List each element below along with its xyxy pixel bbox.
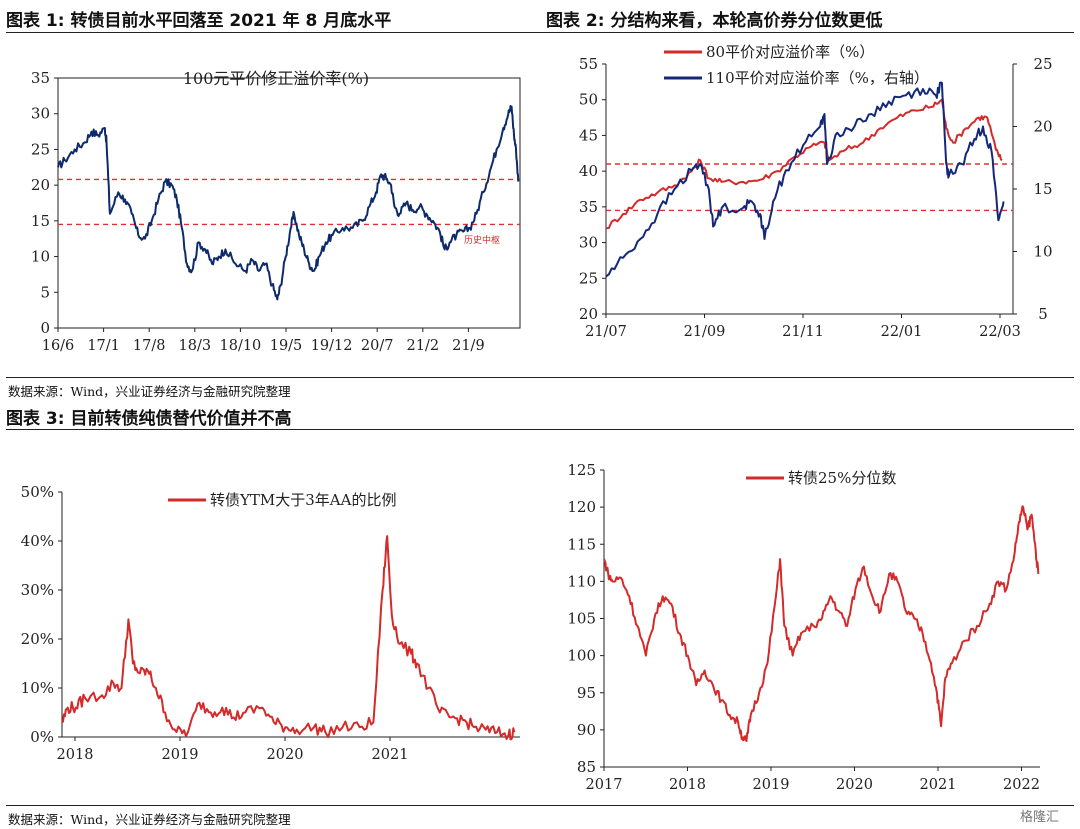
- x-tick-label: 2018: [57, 747, 94, 763]
- y2-tick-label: 15: [1033, 180, 1052, 198]
- y2-tick-label: 5: [1038, 305, 1048, 323]
- y-tick-label: 30: [31, 105, 50, 123]
- y-tick-label: 50: [579, 91, 598, 109]
- y-tick-label: 35: [579, 198, 598, 216]
- x-tick-label: 2019: [162, 747, 199, 763]
- y-tick-label: 115: [567, 535, 596, 553]
- y-tick-label: 110: [567, 572, 596, 590]
- y2-tick-label: 20: [1033, 118, 1052, 136]
- y-tick-label: 0: [40, 319, 50, 337]
- y-tick-label: 105: [567, 610, 596, 628]
- x-tick-label: 21/2: [407, 338, 440, 354]
- figure-3-heading: 图表 3: 目前转债纯债替代价值并不高: [6, 409, 292, 429]
- x-tick-label: 2017: [586, 777, 623, 793]
- x-tick-label: 2020: [836, 777, 873, 793]
- x-tick-label: 18/10: [220, 338, 262, 354]
- y-tick-label: 85: [577, 758, 596, 776]
- x-tick-label: 2019: [753, 777, 790, 793]
- annotation-label: 历史中枢: [464, 234, 500, 246]
- chart-4-quantile: 85 90 95 100 105 110 115 120 125 2017 2018 2019 2020…: [567, 461, 1040, 793]
- top-header-rule: [6, 32, 1074, 33]
- x-tick-label: 16/6: [42, 338, 75, 354]
- y2-tick-label: 10: [1033, 243, 1052, 261]
- x-tick-label: 21/09: [684, 324, 726, 340]
- x-tick-label: 2021: [920, 777, 957, 793]
- chart-title: 100元平价修正溢价率(%): [183, 69, 369, 88]
- series-line-1: [61, 535, 516, 741]
- y-tick-label: 10%: [21, 679, 54, 697]
- series-line-1: [57, 105, 520, 301]
- y-tick-label: 20%: [21, 630, 54, 648]
- figure-1-heading: 图表 1: 转债目前水平回落至 2021 年 8 月底水平: [6, 11, 392, 31]
- y-tick-label: 20: [31, 176, 50, 194]
- middle-header-rule: [6, 429, 1074, 430]
- y-tick-label: 50%: [21, 483, 54, 501]
- x-tick-label: 19/12: [311, 338, 353, 354]
- y-tick-label: 25: [579, 269, 598, 287]
- plot-frame: [57, 77, 521, 329]
- y-tick-label: 100: [567, 647, 596, 665]
- x-tick-label: 2018: [669, 777, 706, 793]
- x-tick-label: 21/11: [782, 324, 824, 340]
- watermark-logo: 格隆汇: [1020, 810, 1060, 825]
- y-tick-label: 120: [567, 498, 596, 516]
- y-tick-label: 15: [31, 212, 50, 230]
- y-tick-label: 0%: [30, 728, 54, 746]
- y-tick-label: 95: [577, 684, 596, 702]
- top-data-source: 数据来源：Wind，兴业证券经济与金融研究院整理: [8, 384, 291, 399]
- x-tick-label: 2021: [372, 747, 409, 763]
- x-tick-label: 18/3: [179, 338, 212, 354]
- x-tick-label: 17/8: [133, 338, 166, 354]
- y2-tick-label: 25: [1033, 55, 1052, 73]
- figure-2-heading: 图表 2: 分结构来看，本轮高价券分位数更低: [546, 11, 883, 31]
- x-tick-label: 21/9: [452, 338, 485, 354]
- y-tick-label: 55: [579, 55, 598, 73]
- x-tick-label: 2022: [1003, 777, 1040, 793]
- x-tick-label: 21/07: [585, 324, 627, 340]
- y-tick-label: 30%: [21, 581, 54, 599]
- y-tick-label: 125: [567, 461, 596, 479]
- bottom-data-source: 数据来源：Wind，兴业证券经济与金融研究院整理: [8, 812, 291, 827]
- y-tick-label: 40: [579, 162, 598, 180]
- x-tick-label: 17/1: [87, 338, 120, 354]
- x-tick-label: 22/03: [979, 324, 1021, 340]
- x-tick-label: 2020: [267, 747, 304, 763]
- y-tick-label: 45: [579, 126, 598, 144]
- bottom-source-rule: [6, 805, 1074, 806]
- y-tick-label: 20: [579, 305, 598, 323]
- x-tick-label: 20/7: [361, 338, 394, 354]
- y-tick-label: 90: [577, 721, 596, 739]
- legend-label: 转债YTM大于3年AA的比例: [210, 491, 396, 509]
- chart-3-ytm-ratio: 0% 10% 20% 30% 40% 50% 2018 2019 2020 2021 转债YTM大于…: [21, 483, 520, 763]
- legend-label-1: 80平价对应溢价率（%）: [706, 43, 874, 61]
- y-tick-label: 25: [31, 140, 50, 158]
- series-line-2: [605, 81, 1005, 278]
- series-line-1: [603, 505, 1040, 742]
- legend-label-2: 110平价对应溢价率（%，右轴）: [706, 69, 929, 87]
- y-tick-label: 5: [40, 283, 50, 301]
- x-tick-label: 22/01: [881, 324, 923, 340]
- y-tick-label: 30: [579, 234, 598, 252]
- y-tick-label: 10: [31, 248, 50, 266]
- top-source-rule: [6, 377, 1074, 378]
- x-tick-label: 19/5: [270, 338, 303, 354]
- y-tick-label: 40%: [21, 532, 54, 550]
- y-tick-label: 35: [31, 69, 50, 87]
- chart-1-premium-rate: 0 5 10 15 20 25 30 35 16/6 17/1 17/8 18/3 18/10 19/5 1…: [31, 69, 521, 354]
- legend-label: 转债25%分位数: [788, 469, 896, 487]
